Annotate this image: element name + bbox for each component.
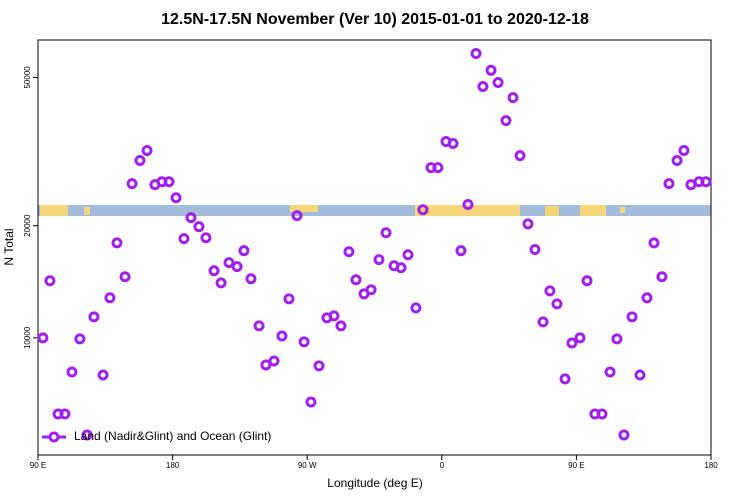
point <box>402 249 414 261</box>
point <box>66 366 78 378</box>
point <box>492 76 504 88</box>
point <box>37 332 49 344</box>
point <box>170 192 182 204</box>
point <box>119 271 131 283</box>
point <box>328 310 340 322</box>
point <box>343 246 355 258</box>
x-tick-label: 0 <box>440 461 445 470</box>
point <box>700 176 712 188</box>
point <box>283 293 295 305</box>
legend-label: Land (Nadir&Glint) and Ocean (Glint) <box>74 429 271 443</box>
point <box>395 262 407 274</box>
point <box>447 137 459 149</box>
point <box>81 429 93 441</box>
point <box>462 198 474 210</box>
map-strip <box>38 205 711 216</box>
point <box>522 218 534 230</box>
y-axis-label: N Total <box>2 228 16 265</box>
point <box>477 80 489 92</box>
point <box>111 237 123 249</box>
point <box>648 237 660 249</box>
point <box>626 311 638 323</box>
point <box>200 232 212 244</box>
point <box>604 366 616 378</box>
point <box>350 274 362 286</box>
legend-marker <box>48 431 60 443</box>
point <box>656 271 668 283</box>
point <box>618 429 630 441</box>
point <box>260 359 272 371</box>
chart-title: 12.5N-17.5N November (Ver 10) 2015-01-01… <box>161 11 589 28</box>
point <box>208 265 220 277</box>
x-axis-label: Longitude (deg E) <box>327 476 422 490</box>
point <box>365 284 377 296</box>
point <box>611 333 623 345</box>
point <box>566 337 578 349</box>
point <box>678 144 690 156</box>
point <box>581 275 593 287</box>
point <box>559 373 571 385</box>
point <box>417 204 429 216</box>
point <box>671 155 683 167</box>
point <box>97 369 109 381</box>
point <box>663 178 675 190</box>
point <box>551 298 563 310</box>
point <box>276 330 288 342</box>
point <box>231 261 243 273</box>
point <box>193 221 205 233</box>
point <box>432 162 444 174</box>
x-tick-label: 180 <box>166 461 180 470</box>
point <box>537 316 549 328</box>
point <box>223 257 235 269</box>
point <box>126 178 138 190</box>
point <box>185 212 197 224</box>
point <box>163 176 175 188</box>
point <box>500 115 512 127</box>
point <box>298 336 310 348</box>
point <box>634 369 646 381</box>
point <box>529 244 541 256</box>
point <box>253 320 265 332</box>
point <box>291 210 303 222</box>
point <box>470 47 482 59</box>
point <box>245 273 257 285</box>
x-tick-label: 90 E <box>30 461 46 470</box>
point <box>305 396 317 408</box>
point <box>88 311 100 323</box>
point <box>574 332 586 344</box>
point <box>178 233 190 245</box>
point <box>514 150 526 162</box>
point <box>410 302 422 314</box>
point <box>507 92 519 104</box>
x-tick-label: 180 <box>704 461 718 470</box>
plot-frame <box>37 39 712 456</box>
point <box>141 144 153 156</box>
point <box>268 355 280 367</box>
point <box>641 292 653 304</box>
point <box>485 64 497 76</box>
point <box>44 275 56 287</box>
y-tick-label: 10000 <box>23 326 32 349</box>
point <box>455 245 467 257</box>
point <box>215 277 227 289</box>
point <box>59 408 71 420</box>
point <box>74 333 86 345</box>
point <box>335 320 347 332</box>
point <box>596 408 608 420</box>
x-tick-label: 90 E <box>568 461 584 470</box>
point <box>238 245 250 257</box>
x-tick-label: 90 W <box>298 461 317 470</box>
y-tick-label: 50000 <box>23 66 32 89</box>
point <box>313 360 325 372</box>
point <box>373 254 385 266</box>
point <box>380 227 392 239</box>
point <box>544 285 556 297</box>
point <box>104 292 116 304</box>
point <box>134 155 146 167</box>
y-tick-label: 20000 <box>23 214 32 237</box>
